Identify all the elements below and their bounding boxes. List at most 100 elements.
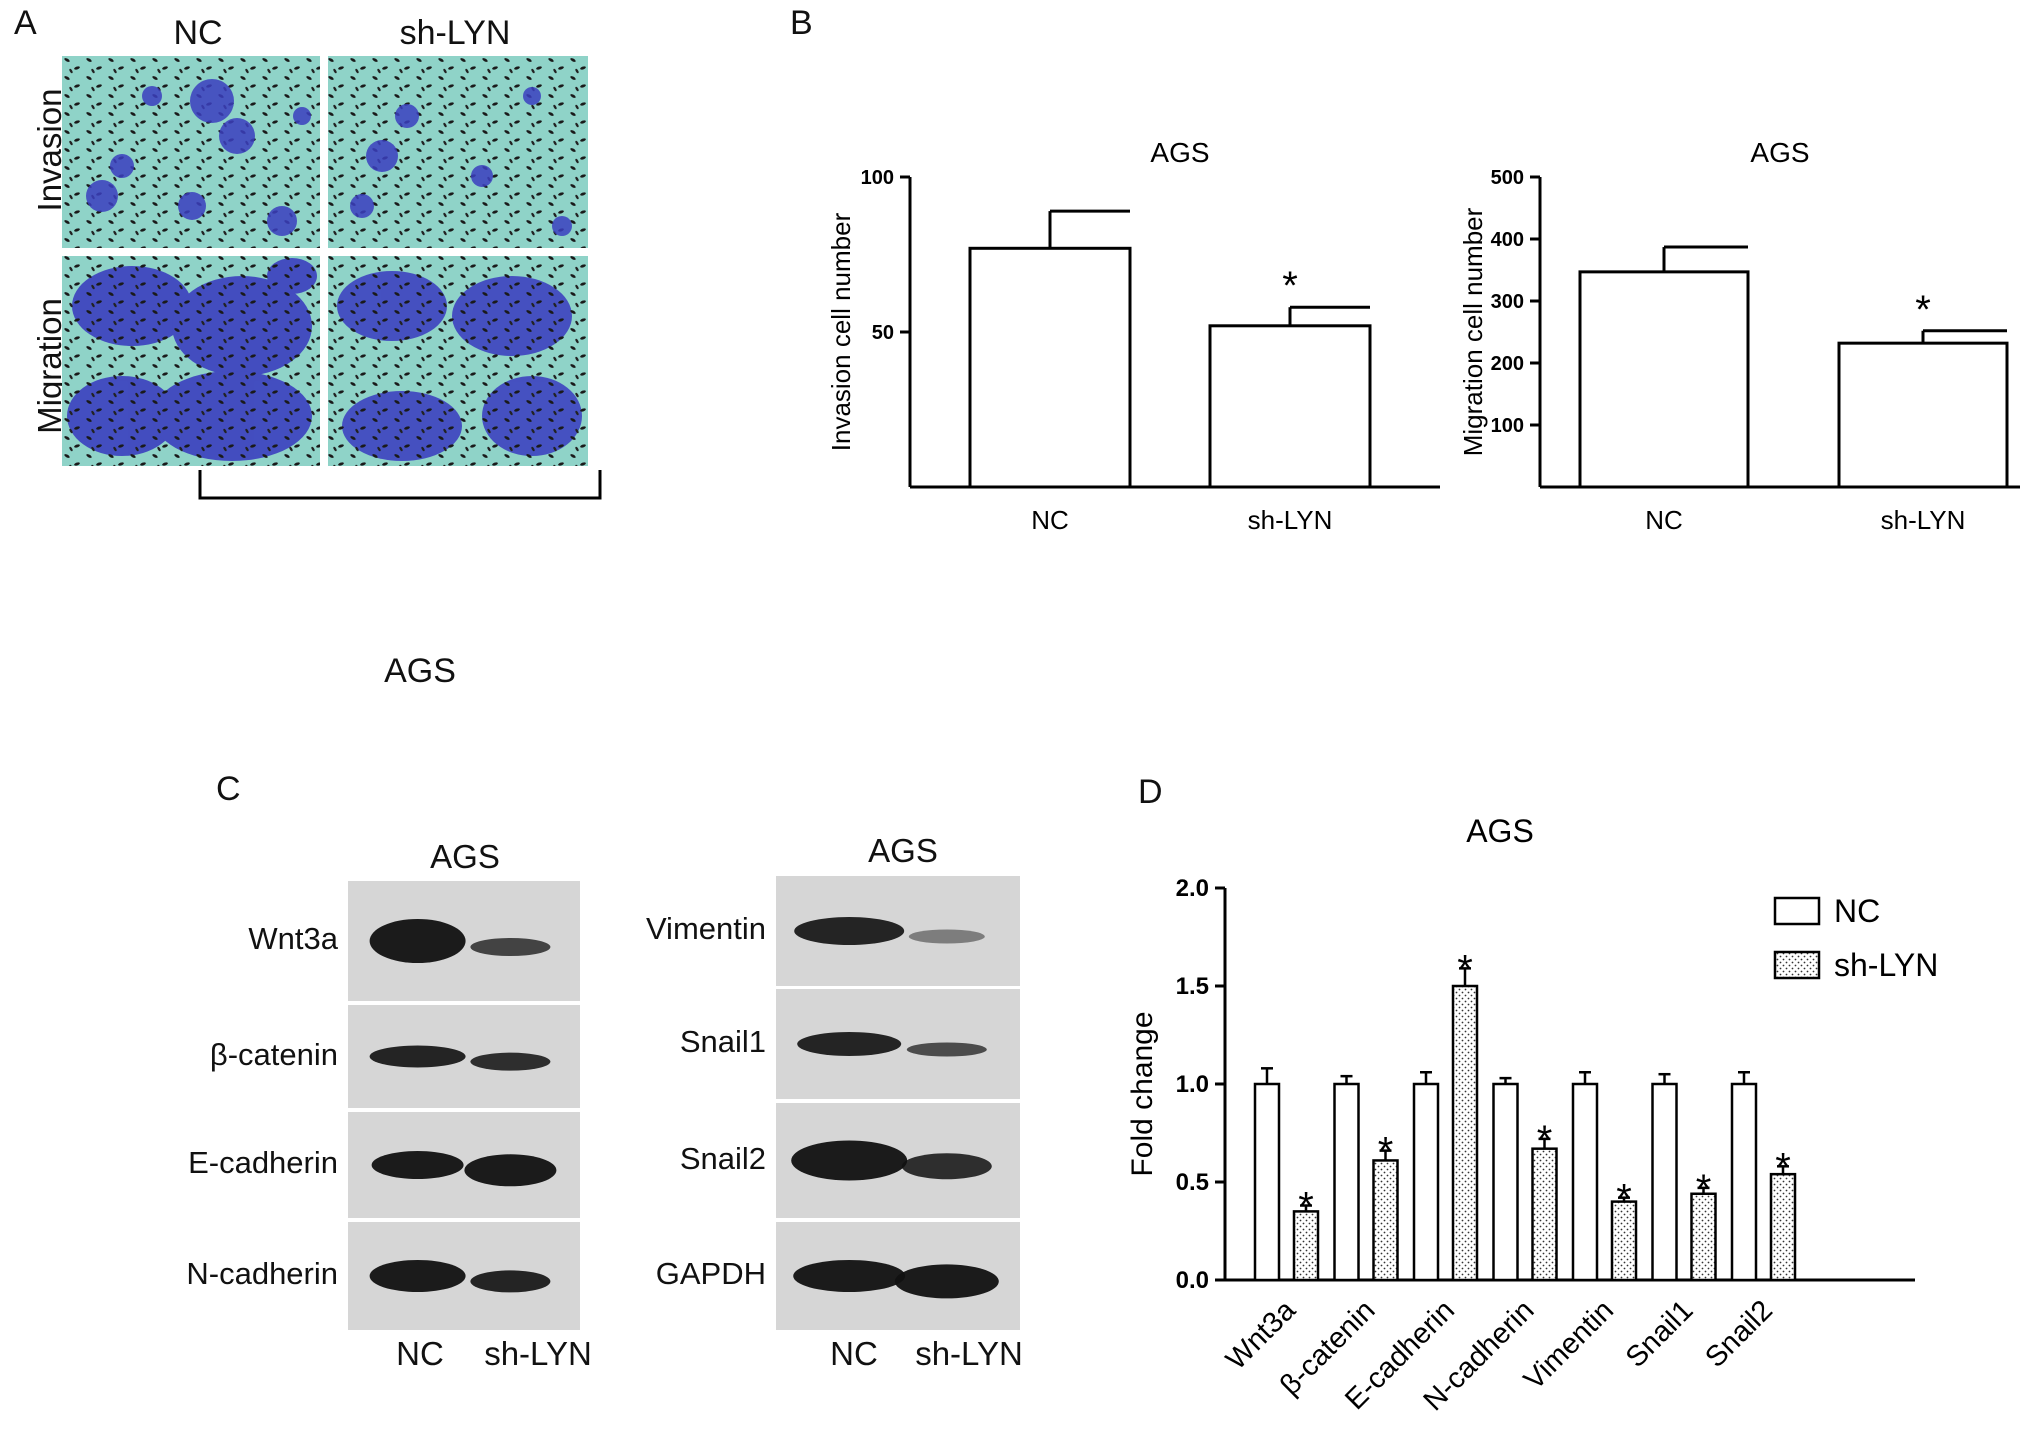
bar-sh-lyn bbox=[1292, 1210, 1320, 1282]
significance-marker: * bbox=[1378, 1130, 1394, 1174]
band-nc bbox=[369, 1045, 466, 1068]
bar-sh-lyn bbox=[1208, 324, 1372, 489]
significance-marker: * bbox=[1537, 1118, 1553, 1162]
blot-marker-label: Vimentin bbox=[645, 911, 766, 946]
panel-label-a: A bbox=[14, 4, 37, 42]
bar-sh-lyn bbox=[1451, 984, 1479, 1282]
band-shlyn bbox=[464, 1154, 557, 1187]
ags-bracket bbox=[198, 470, 602, 500]
significance-marker: * bbox=[1616, 1177, 1632, 1221]
bar-sh-lyn bbox=[1769, 1172, 1797, 1282]
y-tick-label: 1.5 bbox=[1176, 973, 1209, 1000]
chart-title: AGS bbox=[1466, 813, 1534, 849]
band-nc bbox=[797, 1032, 902, 1056]
blot-marker-label: Snail2 bbox=[679, 1140, 766, 1176]
blot-strip bbox=[348, 1222, 580, 1330]
band-nc bbox=[371, 1151, 464, 1179]
legend-swatch-sh-lyn bbox=[1773, 950, 1821, 980]
panel-a-column-nc: NC bbox=[173, 14, 223, 52]
significance-marker: * bbox=[1696, 1167, 1712, 1211]
band-nc bbox=[793, 1260, 906, 1292]
x-tick-label: sh-LYN bbox=[1248, 505, 1333, 535]
blot-strip bbox=[348, 1112, 580, 1218]
y-axis-label: Fold change bbox=[1126, 1011, 1159, 1176]
blot-right-title: AGS bbox=[868, 832, 938, 869]
blot-marker-label: GAPDH bbox=[655, 1256, 766, 1291]
x-tick-label: sh-LYN bbox=[1881, 505, 1966, 535]
micrograph-migration-shlyn bbox=[328, 256, 588, 466]
y-tick-label: 400 bbox=[1491, 229, 1524, 251]
band-nc bbox=[369, 1260, 466, 1292]
panel-label-c: C bbox=[216, 770, 241, 808]
x-tick-label: Vimentin bbox=[1518, 1294, 1620, 1396]
bar-sh-lyn bbox=[1531, 1147, 1558, 1282]
bar-nc bbox=[1571, 1082, 1599, 1282]
blot-marker-label: E-cadherin bbox=[188, 1145, 338, 1180]
blot-strip bbox=[776, 1222, 1020, 1330]
y-tick-label: 2.0 bbox=[1176, 875, 1209, 902]
bar-nc bbox=[1492, 1082, 1519, 1282]
significance-marker: * bbox=[1298, 1185, 1314, 1229]
blot-right-lane-nc: NC bbox=[830, 1335, 878, 1372]
band-nc bbox=[794, 917, 905, 945]
significance-marker: * bbox=[1457, 947, 1473, 991]
y-tick-label: 50 bbox=[872, 322, 894, 344]
blot-strip bbox=[776, 1103, 1020, 1218]
legend-swatch-nc bbox=[1773, 896, 1821, 926]
blot-marker-label: β-catenin bbox=[209, 1036, 338, 1072]
band-shlyn bbox=[470, 938, 551, 956]
significance-marker: * bbox=[1775, 1145, 1791, 1189]
y-tick-label: 1.0 bbox=[1176, 1071, 1209, 1098]
y-tick-label: 300 bbox=[1491, 291, 1524, 313]
significance-marker: * bbox=[1282, 264, 1298, 308]
band-shlyn bbox=[908, 929, 985, 944]
y-tick-label: 0.0 bbox=[1176, 1267, 1209, 1294]
chart-title: AGS bbox=[1150, 137, 1209, 168]
legend-label: NC bbox=[1834, 893, 1880, 929]
blot-marker-label: Wnt3a bbox=[248, 921, 338, 956]
bar-nc bbox=[1333, 1082, 1360, 1282]
blot-strip bbox=[776, 876, 1020, 986]
blot-strip bbox=[348, 881, 580, 1001]
blot-marker-label: Snail1 bbox=[679, 1024, 766, 1059]
bar-nc bbox=[968, 246, 1132, 489]
panel-label-d: D bbox=[1138, 773, 1163, 811]
bar-sh-lyn bbox=[1837, 341, 2009, 489]
bar-nc bbox=[1412, 1082, 1440, 1282]
band-nc bbox=[369, 919, 466, 963]
bar-nc bbox=[1651, 1082, 1678, 1282]
blot-marker-label: N-cadherin bbox=[186, 1256, 338, 1291]
panel-a-group-label: AGS bbox=[384, 652, 456, 690]
micrograph-invasion-shlyn bbox=[328, 56, 588, 248]
micrograph-migration-nc bbox=[62, 256, 320, 466]
band-shlyn bbox=[901, 1153, 992, 1180]
y-tick-label: 200 bbox=[1491, 353, 1524, 375]
bar-nc bbox=[1578, 270, 1750, 489]
bar-nc bbox=[1730, 1082, 1758, 1282]
micrograph-invasion-nc bbox=[62, 56, 320, 248]
y-axis-label: Migration cell number bbox=[1460, 207, 1488, 456]
y-tick-label: 100 bbox=[1491, 415, 1524, 437]
y-axis-label: Invasion cell number bbox=[826, 212, 856, 451]
chart-title: AGS bbox=[1750, 137, 1809, 168]
y-tick-label: 500 bbox=[1491, 167, 1524, 189]
bar-sh-lyn bbox=[1610, 1200, 1638, 1282]
band-shlyn bbox=[470, 1052, 551, 1071]
blot-left-lane-shlyn: sh-LYN bbox=[484, 1335, 592, 1372]
blot-left-lane-nc: NC bbox=[396, 1335, 444, 1372]
blot-strip bbox=[348, 1005, 580, 1108]
y-tick-label: 100 bbox=[861, 167, 894, 189]
blot-strip bbox=[776, 989, 1020, 1099]
x-tick-label: NC bbox=[1645, 505, 1683, 535]
migration-chart: AGS Migration cell number 100 200 300 400 500 N… bbox=[1460, 137, 2020, 535]
band-shlyn bbox=[894, 1264, 999, 1299]
x-tick-label: Snail2 bbox=[1699, 1294, 1779, 1374]
band-nc bbox=[791, 1140, 908, 1181]
band-shlyn bbox=[470, 1270, 551, 1293]
bar-sh-lyn bbox=[1690, 1192, 1717, 1282]
blot-right-lane-shlyn: sh-LYN bbox=[915, 1335, 1023, 1372]
band-shlyn bbox=[906, 1042, 987, 1057]
bar-nc bbox=[1253, 1082, 1281, 1282]
significance-marker: * bbox=[1915, 288, 1931, 332]
